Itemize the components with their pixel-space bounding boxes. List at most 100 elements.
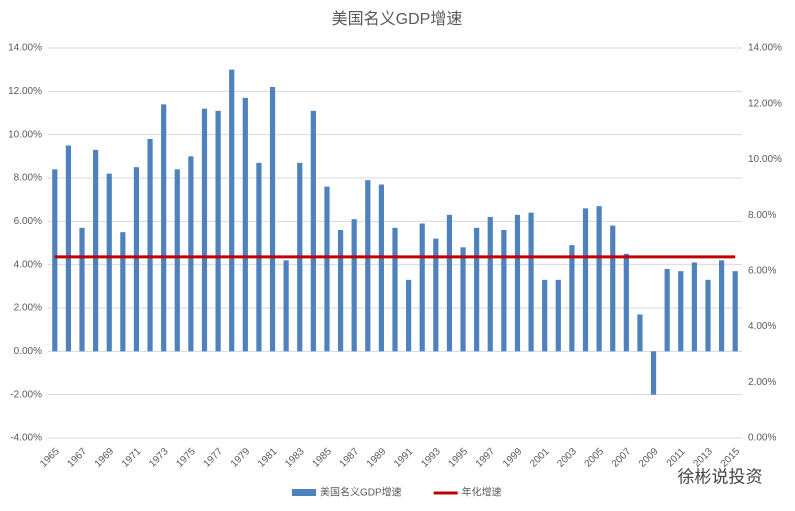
y2-tick-label: 4.00% (748, 321, 776, 332)
bar (120, 232, 126, 352)
bar (528, 212, 534, 352)
x-tick-label: 2011 (665, 446, 688, 469)
bar (474, 227, 480, 352)
legend-label: 美国名义GDP增速 (320, 486, 402, 499)
x-tick-label: 2009 (637, 446, 661, 470)
legend-label: 年化增速 (462, 486, 502, 499)
bar (269, 87, 276, 352)
y-tick-label: -4.00% (10, 433, 42, 444)
bar (569, 245, 575, 352)
bar (487, 217, 493, 352)
y2-tick-label: 6.00% (748, 265, 776, 276)
bar (650, 351, 657, 395)
bar (161, 104, 167, 352)
y2-tick-label: 10.00% (748, 154, 782, 165)
x-tick-label: 2003 (555, 446, 579, 470)
bar (351, 219, 357, 352)
x-tick-label: 1997 (474, 446, 498, 470)
x-tick-label: 2005 (583, 446, 607, 470)
bar (542, 279, 548, 352)
bar (664, 269, 670, 352)
x-tick-label: 1971 (120, 446, 144, 470)
y2-tick-label: 2.00% (748, 377, 776, 388)
x-tick-label: 2015 (719, 446, 743, 470)
x-tick-label: 2013 (691, 446, 715, 470)
bar (433, 238, 439, 352)
bar (242, 97, 248, 352)
bar (419, 223, 425, 352)
bar (582, 208, 589, 352)
y2-tick-label: 12.00% (748, 98, 782, 109)
x-tick-label: 1993 (419, 446, 443, 470)
bar (201, 108, 208, 352)
bar (555, 279, 561, 352)
x-tick-label: 1969 (93, 446, 117, 470)
x-tick-label: 2001 (528, 446, 552, 470)
y-tick-label: 0.00% (14, 346, 42, 357)
bar (310, 110, 316, 352)
bar (283, 260, 289, 352)
bar (446, 214, 453, 352)
bar (610, 225, 616, 352)
x-tick-label: 1967 (65, 446, 89, 470)
bar (678, 271, 684, 352)
bar (215, 110, 221, 352)
y2-tick-label: 8.00% (748, 210, 776, 221)
y-tick-label: -2.00% (10, 389, 42, 400)
x-tick-label: 1973 (147, 446, 171, 470)
x-tick-label: 1987 (338, 446, 362, 470)
bar (378, 184, 384, 352)
x-tick-label: 1975 (174, 446, 198, 470)
x-tick-label: 1989 (365, 446, 389, 470)
y-tick-label: 10.00% (8, 129, 42, 140)
bar (188, 156, 194, 352)
bar (365, 180, 371, 352)
bar (324, 186, 330, 352)
x-tick-label: 1991 (392, 446, 416, 470)
x-tick-label: 1995 (447, 446, 471, 470)
x-tick-label: 1981 (256, 446, 280, 470)
bar (460, 247, 466, 352)
legend-swatch (292, 489, 316, 496)
y-tick-label: 14.00% (8, 43, 42, 54)
y-tick-label: 6.00% (14, 216, 42, 227)
y-tick-label: 4.00% (14, 259, 42, 270)
bar (133, 167, 140, 352)
x-tick-label: 2007 (610, 446, 634, 470)
bar (732, 271, 738, 352)
bar (337, 230, 344, 352)
bar (79, 227, 85, 352)
bar (637, 314, 643, 352)
bar (406, 279, 412, 352)
y-tick-label: 12.00% (8, 86, 42, 97)
x-tick-label: 1979 (229, 446, 253, 470)
bar (514, 214, 521, 352)
bar (174, 169, 180, 352)
bar (229, 69, 235, 352)
bar (705, 279, 711, 352)
bar (52, 169, 58, 352)
x-tick-label: 1977 (202, 446, 226, 470)
y2-tick-label: 14.00% (748, 43, 782, 54)
bar (65, 145, 72, 352)
x-tick-label: 1985 (310, 446, 334, 470)
bar (501, 230, 507, 352)
bar (392, 227, 398, 352)
x-tick-label: 1999 (501, 446, 525, 470)
bar (718, 260, 725, 352)
x-tick-label: 1983 (283, 446, 307, 470)
bar (93, 149, 99, 352)
bar (147, 139, 153, 352)
bar (623, 253, 629, 352)
bar (106, 173, 112, 352)
y2-tick-label: 0.00% (748, 433, 776, 444)
x-tick-label: 1965 (38, 446, 62, 470)
y-tick-label: 8.00% (14, 173, 42, 184)
bar (691, 262, 697, 352)
bar (596, 206, 602, 352)
chart-title: 美国名义GDP增速 (332, 10, 463, 28)
y-tick-label: 2.00% (14, 303, 42, 314)
watermark: 徐彬说投资 (678, 467, 763, 486)
